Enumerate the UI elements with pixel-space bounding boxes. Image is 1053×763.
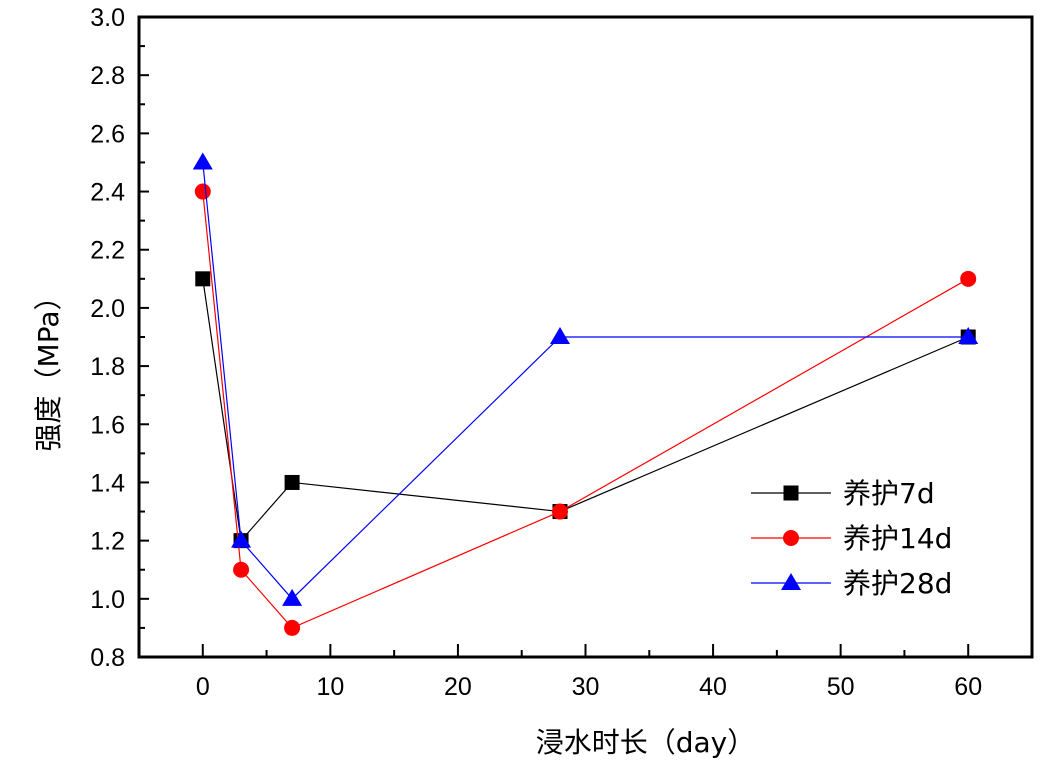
data-point-circle xyxy=(960,270,977,287)
x-tick-label: 30 xyxy=(572,673,600,701)
series-square xyxy=(195,271,976,549)
y-tick-label: 1.4 xyxy=(90,469,125,497)
x-tick-label: 50 xyxy=(827,673,855,701)
y-tick-label: 3.0 xyxy=(90,4,125,32)
data-point-circle xyxy=(194,183,211,200)
data-point-circle xyxy=(551,503,568,520)
y-tick-label: 2.6 xyxy=(90,120,125,148)
legend-label: 养护14d xyxy=(843,522,952,555)
legend-marker-circle xyxy=(783,530,799,546)
data-point-circle xyxy=(233,561,250,578)
y-tick-label: 0.8 xyxy=(90,644,125,672)
series-line xyxy=(202,191,969,629)
legend: 养护7d 养护14d 养护28d xyxy=(751,477,952,600)
legend-item: 养护28d xyxy=(751,567,952,600)
y-tick-label: 2.8 xyxy=(90,62,125,90)
legend-item: 养护7d xyxy=(751,477,935,510)
x-tick-label: 10 xyxy=(316,673,344,701)
legend-label: 养护28d xyxy=(843,567,952,600)
y-tick-label: 1.2 xyxy=(90,528,125,556)
legend-marker-triangle xyxy=(781,573,801,590)
tick-labels: 0 10 20 30 40 50 60 0.8 1.0 1.2 1.4 1.6 1.8 2.0 2.2 2.4… xyxy=(90,4,982,701)
y-tick-label: 2.2 xyxy=(90,237,125,265)
y-tick-label: 1.6 xyxy=(90,411,125,439)
data-point-triangle xyxy=(231,530,252,548)
x-tick-label: 40 xyxy=(699,673,727,701)
series-layer xyxy=(192,152,979,636)
y-tick-label: 2.0 xyxy=(90,295,125,323)
y-axis-title: 强度（MPa） xyxy=(32,283,65,452)
data-point-circle xyxy=(284,619,301,636)
data-point-square xyxy=(284,474,300,490)
y-tick-label: 2.4 xyxy=(90,179,125,207)
x-tick-label: 0 xyxy=(196,673,210,701)
data-point-triangle xyxy=(549,327,570,344)
ticks-layer xyxy=(139,16,970,658)
y-tick-label: 1.0 xyxy=(90,586,125,614)
y-tick-label: 1.8 xyxy=(90,353,125,381)
x-axis-title: 浸水时长（day） xyxy=(536,726,756,759)
legend-marker-square xyxy=(783,485,799,501)
x-tick-label: 60 xyxy=(954,673,982,701)
data-point-square xyxy=(195,271,211,287)
legend-label: 养护7d xyxy=(843,477,935,510)
legend-item: 养护14d xyxy=(751,522,952,555)
data-point-triangle xyxy=(958,327,979,344)
data-point-triangle xyxy=(282,588,303,606)
x-tick-label: 20 xyxy=(444,673,472,701)
data-point-triangle xyxy=(192,152,213,170)
series-triangle xyxy=(192,152,979,606)
series-circle xyxy=(194,183,977,636)
